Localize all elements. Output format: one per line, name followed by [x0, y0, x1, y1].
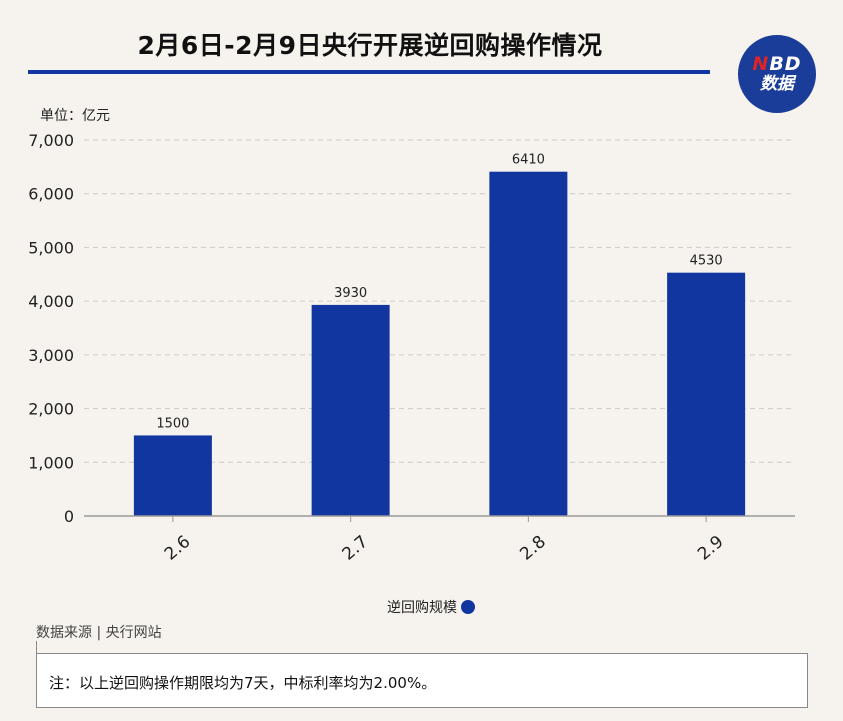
x-axis-ticks: 2.6 2.7 2.8 2.9 [161, 516, 728, 565]
y-tick-label: 4,000 [28, 292, 74, 311]
bar-2.8 [489, 171, 568, 517]
title-underline [28, 70, 710, 74]
y-tick-label: 0 [64, 507, 74, 526]
legend: 逆回购规模 [387, 597, 475, 617]
bar-2.6 [133, 435, 212, 516]
x-tick-label: 2.6 [161, 532, 195, 565]
data-label-2.8: 6410 [512, 153, 545, 168]
unit-label: 单位：亿元 [40, 108, 110, 124]
data-labels: 1500 3930 6410 4530 [156, 153, 722, 432]
legend-label: 逆回购规模 [387, 600, 457, 616]
bar-2.7 [311, 304, 390, 516]
logo-letter-n: N [752, 53, 770, 75]
y-tick-label: 1,000 [28, 453, 74, 472]
note-leader-line [36, 641, 37, 653]
data-label-2.9: 4530 [690, 254, 723, 269]
footnote-text: 注：以上逆回购操作期限均为7天，中标利率均为2.00%。 [49, 674, 437, 692]
bars [133, 171, 746, 517]
legend-dot-icon [461, 600, 475, 614]
y-tick-label: 6,000 [28, 185, 74, 204]
gridlines [84, 139, 795, 463]
y-tick-label: 2,000 [28, 400, 74, 419]
footnote-box: 注：以上逆回购操作期限均为7天，中标利率均为2.00%。 [36, 653, 808, 708]
x-tick-label: 2.8 [516, 532, 550, 565]
y-tick-label: 7,000 [28, 131, 74, 150]
logo-letters-bd: BD [769, 53, 802, 75]
data-label-2.6: 1500 [156, 416, 189, 431]
bar-chart: 单位：亿元 0 1,000 2,000 3,000 4,000 5,000 6,000 7,0… [28, 108, 795, 565]
data-label-2.7: 3930 [334, 286, 367, 301]
y-tick-label: 3,000 [28, 346, 74, 365]
chart-title: 2月6日-2月9日央行开展逆回购操作情况 [137, 31, 603, 60]
data-source: 数据来源 | 央行网站 [36, 625, 162, 641]
x-tick-label: 2.9 [694, 532, 728, 565]
bar-2.9 [667, 272, 746, 516]
logo-caption: 数据 [760, 74, 794, 94]
nbd-logo: NBD 数据 [738, 35, 816, 113]
y-axis-ticks: 0 1,000 2,000 3,000 4,000 5,000 6,000 7,000 [28, 131, 74, 526]
y-tick-label: 5,000 [28, 238, 74, 257]
x-tick-label: 2.7 [339, 532, 373, 565]
